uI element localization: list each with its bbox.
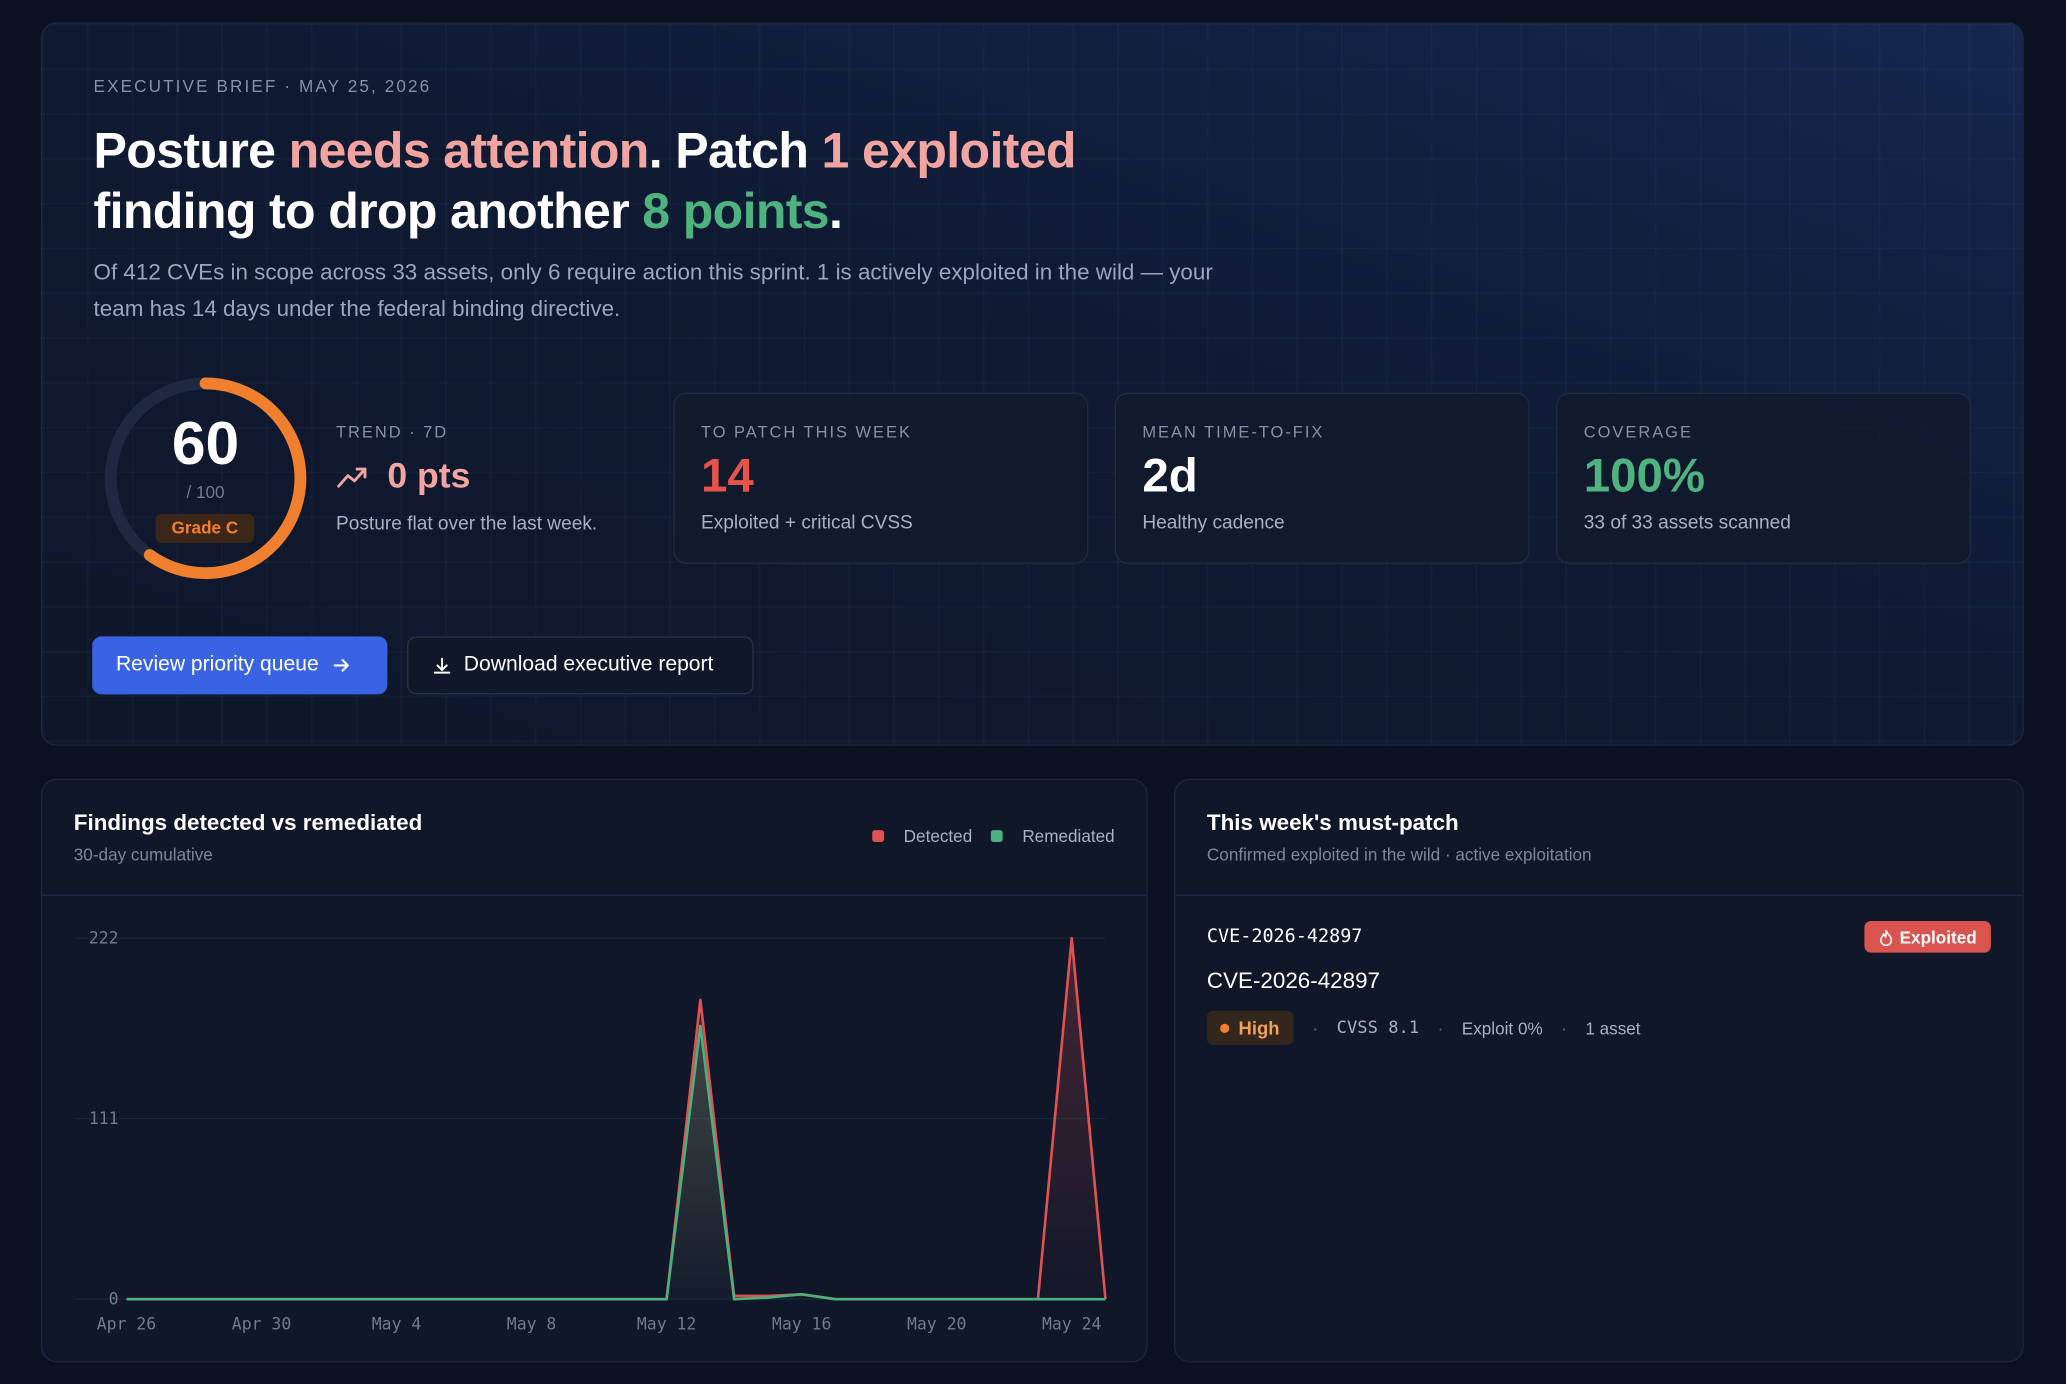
- metric-value: 2d: [1142, 447, 1198, 503]
- metric-value: 100%: [1583, 447, 1706, 503]
- button-label: Download executive report: [463, 653, 714, 676]
- trend-icon: [337, 467, 367, 488]
- executive-brief: EXECUTIVE BRIEF · MAY 25, 2026 Posture n…: [40, 22, 2024, 746]
- legend-swatch: [990, 830, 1003, 842]
- chart: 0 111 222 Apr 26 Apr 30 May 4 May 8 May 12 May 1…: [75, 928, 1107, 1333]
- separator-dot: ·: [1437, 1017, 1444, 1038]
- score-value: 60: [171, 408, 240, 477]
- headline-segment: Posture: [93, 123, 289, 180]
- metric-card: MEAN TIME-TO-FIX 2d Healthy cadence: [1114, 392, 1530, 564]
- chart-card: Findings detected vs remediated 30-day c…: [40, 778, 1148, 1363]
- headline-segment: 1 exploited: [821, 123, 1077, 180]
- legend-label: Remediated: [1022, 826, 1115, 846]
- cve-name: CVE-2026-42897: [1206, 968, 1381, 994]
- score-ring: [104, 377, 307, 580]
- separator-dot: ·: [1312, 1017, 1319, 1038]
- chart-subtitle: 30-day cumulative: [73, 844, 213, 865]
- headline-segment: . Patch: [648, 123, 822, 180]
- x-tick-label: May 24: [1042, 1314, 1102, 1333]
- grade-badge: Grade C: [155, 513, 255, 543]
- headline-segment: .: [828, 184, 843, 240]
- cvss: CVSS 8.1: [1336, 1017, 1420, 1038]
- severity-pill: High: [1206, 1010, 1295, 1045]
- headline-segment: finding to drop another: [93, 184, 643, 240]
- severity-dot: [1220, 1023, 1230, 1033]
- metric-note: Healthy cadence: [1142, 512, 1285, 534]
- y-tick-label: 222: [89, 928, 119, 947]
- badge-label: Exploited: [1899, 926, 1977, 947]
- arrow-icon: [333, 659, 349, 672]
- summary: Of 412 CVEs in scope across 33 assets, o…: [93, 259, 1213, 322]
- secondary-button[interactable]: Download executive report: [407, 636, 754, 695]
- separator-dot: ·: [1561, 1017, 1567, 1038]
- metric-card: TO PATCH THIS WEEK 14 Exploited + critical…: [673, 392, 1089, 564]
- legend: Detected Remediated: [872, 826, 1115, 846]
- metric-label: COVERAGE: [1583, 422, 1693, 442]
- y-tick-label: 0: [109, 1289, 119, 1308]
- x-tick-label: Apr 30: [232, 1314, 291, 1333]
- flame-icon: [1879, 929, 1892, 946]
- headline-segment: 8 points: [642, 184, 829, 240]
- series-line: [126, 1024, 1106, 1301]
- headline-segment: needs attention: [288, 123, 650, 180]
- card-title: This week's must-patch: [1206, 810, 1459, 836]
- legend-label: Detected: [903, 826, 973, 846]
- exploited-badge: Exploited: [1864, 921, 1991, 953]
- trend-note: Posture flat over the last week.: [335, 513, 598, 535]
- primary-button[interactable]: Review priority queue: [92, 636, 388, 695]
- eyebrow: EXECUTIVE BRIEF · MAY 25, 2026: [93, 76, 432, 97]
- must-patch-card: This week's must-patch Confirmed exploit…: [1173, 778, 2024, 1363]
- button-label: Review priority queue: [115, 653, 319, 676]
- divider: [42, 894, 1147, 896]
- score-arc: [143, 377, 307, 580]
- cve-meta: High · CVSS 8.1 · Exploit 0% · 1 asset: [1206, 1010, 1641, 1045]
- metric-label: MEAN TIME-TO-FIX: [1142, 422, 1325, 442]
- card-subtitle: Confirmed exploited in the wild · active…: [1206, 844, 1592, 865]
- x-tick-label: May 20: [907, 1314, 966, 1333]
- score-max: / 100: [186, 482, 225, 503]
- x-tick-label: May 8: [507, 1314, 557, 1333]
- trend-value: 0 pts: [387, 455, 471, 496]
- area: [126, 1025, 1106, 1300]
- legend-swatch: [872, 830, 884, 842]
- assets: 1 asset: [1585, 1017, 1641, 1038]
- x-tick-label: Apr 26: [97, 1314, 156, 1333]
- metric-card: COVERAGE 100% 33 of 33 assets scanned: [1556, 392, 1972, 564]
- y-tick-label: 111: [89, 1109, 119, 1128]
- download-icon: [433, 657, 451, 673]
- legend-item: Remediated: [990, 826, 1115, 846]
- divider: [1175, 894, 2023, 896]
- exploit: Exploit 0%: [1461, 1017, 1543, 1038]
- metric-value: 14: [700, 447, 754, 503]
- severity: High: [1238, 1017, 1280, 1039]
- x-tick-label: May 4: [372, 1314, 422, 1333]
- metric-note: 33 of 33 assets scanned: [1583, 512, 1791, 534]
- legend-item: Detected: [872, 826, 972, 846]
- x-tick-label: May 12: [637, 1314, 696, 1333]
- cve-id: CVE-2026-42897: [1206, 926, 1363, 948]
- chart-title: Findings detected vs remediated: [73, 810, 423, 836]
- x-tick-label: May 16: [772, 1314, 831, 1333]
- trend-label: TREND · 7D: [335, 422, 449, 442]
- metric-label: TO PATCH THIS WEEK: [700, 422, 912, 442]
- headline: Posture needs attention. Patch 1 exploit…: [94, 121, 1280, 242]
- metric-note: Exploited + critical CVSS: [700, 512, 913, 534]
